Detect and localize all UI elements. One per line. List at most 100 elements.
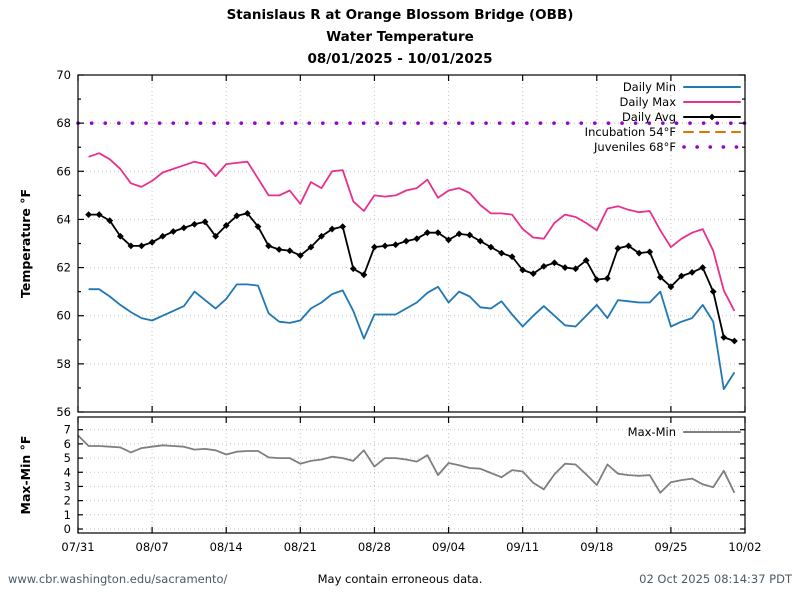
daily-avg-marker (169, 228, 177, 235)
daily-avg-marker (731, 337, 738, 345)
daily-avg-marker (656, 273, 664, 281)
daily-avg-marker (519, 266, 527, 274)
sub-y-tick-label: 1 (64, 508, 71, 522)
daily-avg-marker (678, 272, 685, 280)
daily-avg-marker (360, 271, 368, 279)
daily-avg-marker (699, 264, 707, 271)
daily-avg-marker (116, 232, 124, 240)
daily-avg-marker (466, 231, 474, 239)
footer-disclaimer: May contain erroneous data. (317, 572, 483, 586)
daily-avg-marker (191, 220, 198, 228)
daily-avg-marker (296, 252, 304, 259)
footer-source-url: www.cbr.washington.edu/sacramento/ (8, 572, 228, 586)
daily-avg-marker (529, 270, 537, 277)
x-tick-label: 08/21 (284, 540, 317, 554)
x-tick-label: 10/02 (728, 540, 761, 554)
daily-avg-marker (508, 253, 516, 261)
daily-avg-marker (423, 229, 431, 237)
x-tick-label: 08/07 (136, 540, 169, 554)
daily-avg-marker (85, 211, 92, 219)
daily-max-line (88, 152, 736, 312)
daily-avg-marker (688, 268, 696, 276)
daily-avg-marker (646, 248, 654, 256)
x-tick-label: 07/31 (61, 540, 94, 554)
daily-min-line (88, 283, 736, 391)
main-y-tick-labels: 56 58 60 62 64 66 68 70 (56, 68, 71, 419)
sub-y-tick-label: 2 (64, 494, 71, 508)
daily-avg-marker (455, 230, 463, 238)
axis-ticks (77, 74, 746, 533)
daily-avg-line (88, 212, 735, 342)
daily-avg-marker (603, 275, 611, 282)
daily-avg-marker (709, 288, 717, 296)
daily-avg-marker (138, 242, 145, 250)
main-y-tick-label: 70 (56, 68, 71, 82)
daily-avg-marker (95, 211, 103, 219)
main-y-tick-label: 68 (56, 116, 71, 130)
daily-avg-marker (625, 242, 632, 250)
legend-label: Daily Max (619, 95, 676, 109)
chart-title-daterange: 08/01/2025 - 10/01/2025 (307, 51, 493, 67)
x-tick-label: 08/14 (210, 540, 243, 554)
daily-avg-marker (328, 225, 336, 233)
chart-title-parameter: Water Temperature (326, 29, 474, 45)
daily-avg-marker (635, 249, 643, 257)
sub-y-axis-title: Max-Min °F (18, 436, 33, 515)
daily-avg-markers (85, 210, 738, 345)
daily-avg-marker (434, 229, 442, 237)
main-y-tick-label: 56 (56, 405, 71, 419)
main-y-tick-label: 62 (56, 261, 71, 275)
daily-avg-marker (476, 237, 484, 245)
daily-avg-marker (106, 217, 114, 225)
x-tick-label: 09/04 (432, 540, 465, 554)
main-y-tick-label: 66 (56, 164, 71, 178)
daily-avg-marker (243, 210, 251, 217)
daily-avg-marker (572, 265, 580, 273)
legend-label: Daily Min (623, 80, 676, 94)
daily-avg-marker (561, 264, 569, 271)
daily-avg-marker (148, 238, 156, 246)
sub-y-tick-label: 6 (64, 437, 71, 451)
sub-legend: Max-Min (628, 425, 741, 439)
daily-avg-marker (201, 218, 209, 226)
legend-label: Daily Avg (622, 110, 676, 124)
x-tick-label: 09/11 (506, 540, 539, 554)
daily-avg-marker (371, 243, 378, 251)
daily-avg-marker (159, 232, 167, 240)
daily-avg-marker (540, 262, 548, 270)
main-y-tick-label: 60 (56, 309, 71, 323)
chart-title-block: Stanislaus R at Orange Blossom Bridge (O… (0, 4, 800, 70)
daily-avg-marker (381, 242, 389, 250)
x-tick-label: 08/28 (358, 540, 391, 554)
sub-y-tick-label: 0 (64, 522, 71, 536)
daily-avg-marker (286, 247, 294, 255)
daily-avg-marker (445, 236, 452, 244)
daily-avg-marker (349, 265, 357, 273)
main-y-axis-title: Temperature °F (18, 189, 33, 298)
daily-avg-marker (667, 283, 675, 291)
daily-avg-marker (254, 223, 262, 231)
chart-title-station: Stanislaus R at Orange Blossom Bridge (O… (226, 7, 574, 23)
daily-avg-marker (614, 244, 622, 252)
daily-avg-marker (498, 249, 505, 257)
daily-avg-marker (307, 243, 315, 251)
daily-avg-marker (233, 212, 241, 220)
maxmin-line (77, 434, 736, 494)
daily-avg-marker (593, 276, 601, 284)
legend-label: Incubation 54°F (585, 125, 676, 139)
sub-plot-frame (77, 416, 746, 534)
daily-avg-marker (582, 256, 590, 264)
sub-y-tick-label: 3 (64, 479, 71, 493)
daily-avg-marker (212, 232, 220, 240)
x-tick-label: 09/18 (580, 540, 613, 554)
daily-avg-marker (487, 243, 495, 251)
daily-avg-marker (222, 222, 230, 229)
legend-label: Max-Min (628, 425, 676, 439)
main-y-tick-label: 58 (56, 357, 71, 371)
daily-avg-marker (339, 223, 347, 231)
